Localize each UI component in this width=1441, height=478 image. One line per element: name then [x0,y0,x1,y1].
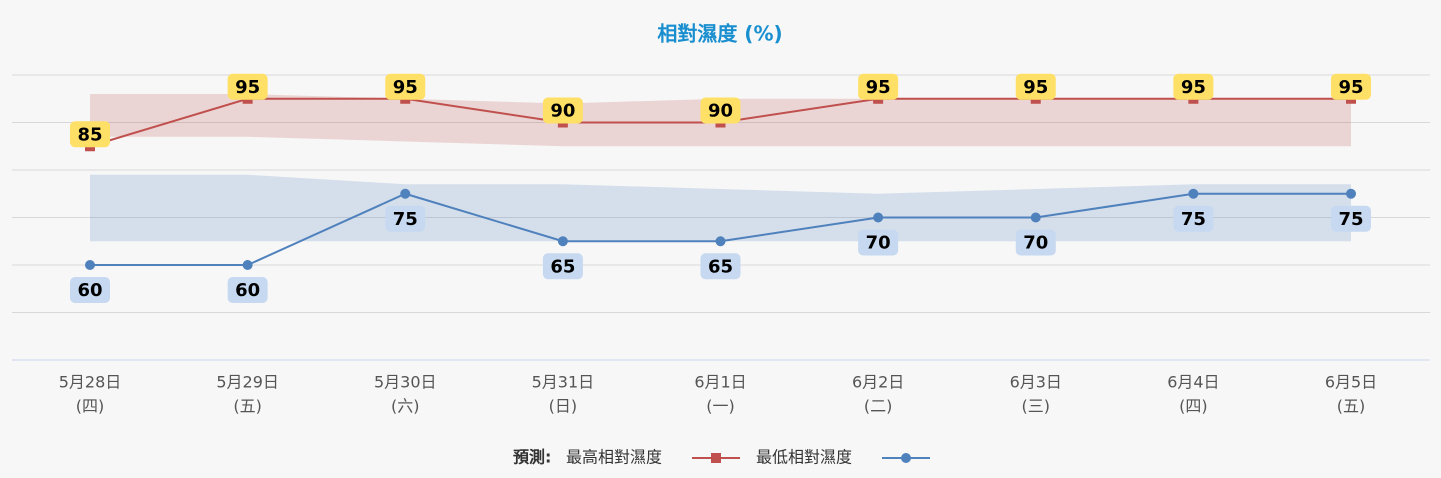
point [1346,188,1356,199]
data-label-box [1331,73,1371,100]
x-tick-sublabel: (三) [1022,397,1051,416]
point [557,236,568,247]
x-tick-label: 6月4日 [1167,373,1219,392]
x-tick-label: 6月3日 [1010,373,1062,392]
point [873,212,884,223]
data-label: 95 [1181,77,1206,98]
data-label: 60 [235,280,260,301]
data-label-box [1331,205,1371,232]
x-tick-label: 6月1日 [694,373,746,392]
x-tick-sublabel: (五) [1337,397,1366,416]
data-label-box [1173,205,1214,232]
data-label: 95 [393,77,418,98]
data-label: 65 [550,256,575,277]
x-tick-sublabel: (五) [233,397,262,416]
x-tick-sublabel: (日) [549,397,578,416]
legend-prefix: 預測: [513,448,551,467]
x-tick-sublabel: (四) [1179,397,1208,416]
data-label-box [70,121,110,148]
data-label: 90 [550,101,575,122]
data-label-box [385,73,426,100]
point [1030,212,1041,223]
data-label-box [227,277,268,303]
data-label-box [385,205,426,232]
legend-marker [711,453,721,463]
data-label-box [1173,73,1214,100]
data-label-box [700,253,741,280]
data-label: 70 [1023,233,1048,254]
x-tick-label: 5月31日 [532,373,595,392]
data-label-box [858,73,899,100]
data-label: 75 [1181,209,1206,230]
point [715,236,726,247]
legend-marker [901,453,911,463]
point [85,260,95,270]
point [400,188,411,199]
x-tick-label: 5月30日 [374,373,437,392]
data-label: 95 [1023,77,1048,98]
legend-label: 最高相對濕度 [566,448,662,467]
data-label-box [542,253,583,280]
data-label-box [1015,73,1056,100]
x-tick-sublabel: (四) [76,397,105,416]
data-label-box [227,73,268,100]
data-label: 75 [393,209,418,230]
data-label: 95 [235,77,260,98]
x-tick-label: 5月28日 [59,373,122,392]
point [1188,188,1199,199]
data-label-box [858,229,899,256]
data-label: 75 [1338,209,1363,230]
chart-title: 相對濕度 (%) [657,22,782,46]
point [242,260,253,270]
x-tick-sublabel: (二) [864,397,893,416]
data-label: 70 [866,233,891,254]
x-tick-label: 6月5日 [1325,373,1377,392]
x-tick-sublabel: (一) [706,397,735,416]
data-label: 65 [708,256,733,277]
x-tick-label: 5月29日 [216,373,279,392]
x-tick-sublabel: (六) [391,397,420,416]
data-label: 85 [77,124,102,145]
data-label: 95 [1338,77,1363,98]
legend-label: 最低相對濕度 [756,448,852,467]
data-label: 95 [866,77,891,98]
data-label-box [542,97,583,124]
data-label-box [70,277,110,303]
x-tick-label: 6月2日 [852,373,904,392]
data-label-box [1015,229,1056,256]
data-label-box [700,97,741,124]
data-label: 60 [77,280,102,301]
data-label: 90 [708,101,733,122]
